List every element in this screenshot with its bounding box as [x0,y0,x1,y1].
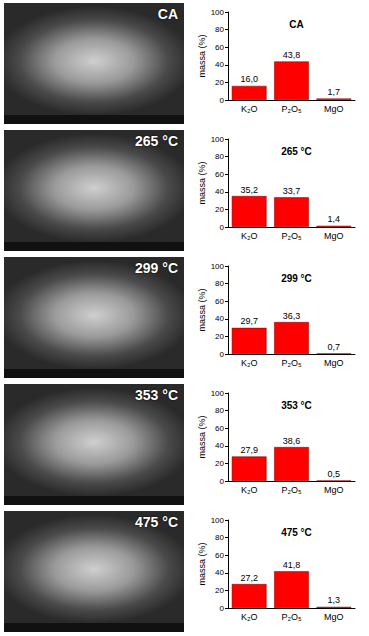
svg-text:20: 20 [215,459,224,468]
svg-text:MgO: MgO [324,104,344,114]
svg-text:20: 20 [215,586,224,595]
svg-text:100: 100 [211,389,225,398]
html-text:299 °C: 299 °C [135,260,178,276]
svg-text:16,0: 16,0 [240,74,258,84]
svg-text:36,3: 36,3 [283,311,301,321]
svg-text:40: 40 [215,314,224,323]
html-text:475 °C: 475 °C [135,514,178,530]
svg-text:massa (%): massa (%) [197,415,207,458]
svg-text:0: 0 [220,477,225,486]
svg-text:60: 60 [215,297,224,306]
svg-text:K₂O: K₂O [241,231,257,241]
svg-text:35,2: 35,2 [240,185,258,195]
svg-text:MgO: MgO [324,612,344,622]
svg-text:299 °C: 299 °C [281,273,312,284]
svg-text:K₂O: K₂O [241,104,257,114]
svg-text:265 °C: 265 °C [281,146,312,157]
svg-text:100: 100 [211,516,225,525]
svg-text:massa (%): massa (%) [197,542,207,585]
svg-text:60: 60 [215,170,224,179]
svg-text:P₂O₅: P₂O₅ [281,358,301,368]
svg-text:massa (%): massa (%) [197,161,207,204]
svg-text:475 °C: 475 °C [281,527,312,538]
html-text:CA: CA [157,6,178,22]
svg-text:0: 0 [220,223,225,232]
svg-text:33,7: 33,7 [283,186,301,196]
svg-text:P₂O₅: P₂O₅ [281,485,301,495]
svg-text:1,3: 1,3 [328,595,341,605]
svg-text:massa (%): massa (%) [197,288,207,331]
svg-text:60: 60 [215,43,224,52]
svg-text:MgO: MgO [324,485,344,495]
svg-text:43,8: 43,8 [283,50,301,60]
svg-text:100: 100 [211,262,225,271]
svg-text:27,2: 27,2 [240,573,258,583]
svg-text:0: 0 [220,604,225,613]
svg-text:80: 80 [215,279,224,288]
svg-text:K₂O: K₂O [241,485,257,495]
svg-text:40: 40 [215,441,224,450]
svg-text:80: 80 [215,25,224,34]
svg-text:20: 20 [215,332,224,341]
html-text:353 °C: 353 °C [135,387,178,403]
svg-text:20: 20 [215,205,224,214]
svg-text:massa (%): massa (%) [197,34,207,77]
svg-text:1,7: 1,7 [328,87,341,97]
svg-text:0: 0 [220,350,225,359]
html-text:265 °C: 265 °C [135,133,178,149]
svg-text:MgO: MgO [324,358,344,368]
svg-text:P₂O₅: P₂O₅ [281,612,301,622]
svg-text:60: 60 [215,424,224,433]
svg-text:80: 80 [215,533,224,542]
svg-text:60: 60 [215,551,224,560]
svg-text:100: 100 [211,8,225,17]
svg-text:41,8: 41,8 [283,560,301,570]
svg-text:0,7: 0,7 [328,342,341,352]
svg-text:0: 0 [220,96,225,105]
svg-text:K₂O: K₂O [241,358,257,368]
svg-text:0,5: 0,5 [328,469,341,479]
svg-text:40: 40 [215,568,224,577]
svg-text:MgO: MgO [324,231,344,241]
svg-text:CA: CA [289,19,303,30]
svg-text:80: 80 [215,152,224,161]
svg-text:P₂O₅: P₂O₅ [281,231,301,241]
svg-text:80: 80 [215,406,224,415]
svg-text:P₂O₅: P₂O₅ [281,104,301,114]
svg-text:20: 20 [215,78,224,87]
svg-text:29,7: 29,7 [240,316,258,326]
svg-text:1,4: 1,4 [328,214,341,224]
svg-text:40: 40 [215,187,224,196]
svg-text:27,9: 27,9 [240,445,258,455]
svg-text:353 °C: 353 °C [281,400,312,411]
svg-text:K₂O: K₂O [241,612,257,622]
svg-text:40: 40 [215,60,224,69]
svg-text:38,6: 38,6 [283,436,301,446]
svg-text:100: 100 [211,135,225,144]
